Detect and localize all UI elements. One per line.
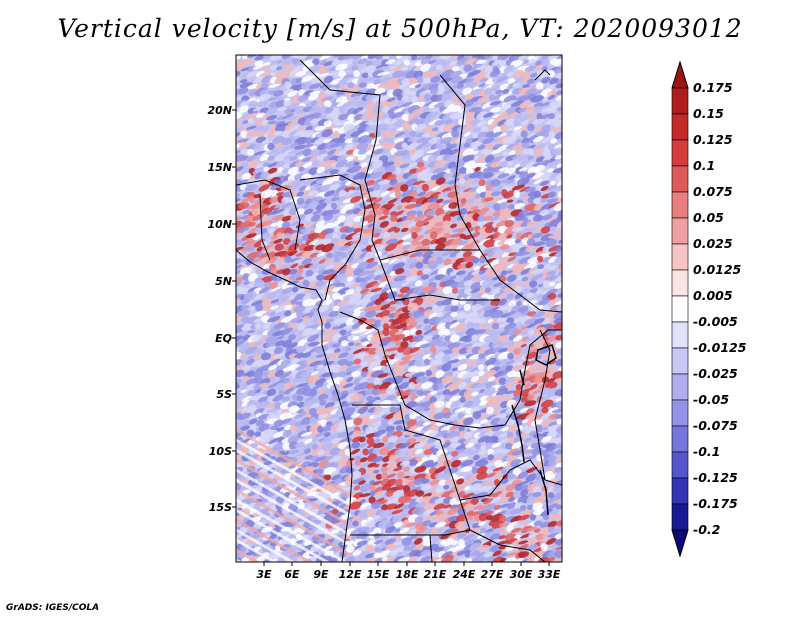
border-car	[379, 249, 500, 301]
colorbar-label: 0.125	[693, 132, 733, 147]
lat-label-20n: 20N	[207, 104, 232, 117]
colorbar-label: -0.05	[693, 392, 730, 407]
colorbar-segment	[671, 191, 689, 219]
lat-label-10n: 10N	[207, 218, 232, 231]
border-north	[299, 59, 405, 301]
lat-label-10s: 10S	[208, 445, 232, 458]
axis-ticks	[232, 109, 550, 566]
colorbar-label: -0.0125	[693, 340, 747, 355]
lake-malawi	[539, 469, 549, 516]
lat-label-15s: 15S	[208, 501, 232, 514]
lake-victoria	[535, 344, 557, 366]
colorbar-segment	[671, 373, 689, 401]
colorbar-label: -0.2	[693, 522, 721, 537]
colorbar-segment	[671, 503, 689, 531]
colorbar	[671, 60, 689, 558]
colorbar-segment	[671, 425, 689, 453]
colorbar-segment	[671, 477, 689, 505]
colorbar-segment	[671, 165, 689, 193]
velocity-field	[236, 55, 562, 562]
lon-label-30e: 30E	[509, 568, 533, 581]
colorbar-segment	[671, 321, 689, 349]
colorbar-segment	[671, 295, 689, 323]
border-angola	[350, 404, 471, 536]
colorbar-label: 0.15	[693, 106, 724, 121]
colorbar-segment	[671, 243, 689, 271]
colorbar-label: 0.0125	[693, 262, 742, 277]
lon-label-9e: 9E	[313, 568, 329, 581]
lon-label-6e: 6E	[284, 568, 300, 581]
lon-label-12e: 12E	[338, 568, 362, 581]
colorbar-label: 0.1	[693, 158, 716, 173]
lake-kivu	[519, 369, 525, 386]
lon-label-18e: 18E	[395, 568, 419, 581]
lat-label-5s: 5S	[216, 388, 232, 401]
lon-label-3e: 3E	[256, 568, 272, 581]
lon-label-33e: 33E	[537, 568, 561, 581]
colorbar-label: 0.005	[693, 288, 733, 303]
colorbar-label: 0.025	[693, 236, 733, 251]
map-frame	[235, 54, 563, 563]
lat-label-15n: 15N	[207, 161, 232, 174]
colorbar-label: 0.175	[693, 80, 733, 95]
lake-tanganyika	[511, 404, 525, 463]
grads-credit: GrADS: IGES/COLA	[6, 603, 100, 613]
border-zambia	[459, 459, 562, 501]
border-south	[429, 529, 546, 562]
colorbar-label: -0.075	[693, 418, 738, 433]
lon-label-24e: 24E	[452, 568, 476, 581]
colorbar-label: -0.025	[693, 366, 738, 381]
colorbar-top-arrow	[671, 60, 689, 89]
colorbar-segment	[671, 347, 689, 375]
colorbar-segment	[671, 113, 689, 141]
colorbar-label: 0.075	[693, 184, 733, 199]
map-title: Vertical velocity [m/s] at 500hPa, VT: 2…	[57, 14, 743, 43]
colorbar-segment	[671, 87, 689, 115]
lakes	[511, 344, 557, 516]
border-west-africa	[236, 179, 301, 261]
lat-label-eq: EQ	[215, 332, 232, 345]
colorbar-bottom-arrow	[671, 529, 689, 558]
border-central	[299, 174, 366, 301]
lon-label-27e: 27E	[480, 568, 504, 581]
colorbar-segment	[671, 269, 689, 297]
colorbar-label: -0.175	[693, 496, 738, 511]
colorbar-label: -0.1	[693, 444, 721, 459]
lat-label-5n: 5N	[215, 275, 232, 288]
lon-label-15e: 15E	[366, 568, 390, 581]
colorbar-label: 0.05	[693, 210, 724, 225]
colorbar-segment	[671, 451, 689, 479]
country-borders	[236, 59, 562, 562]
coastline	[236, 249, 353, 562]
colorbar-segment	[671, 399, 689, 427]
colorbar-segment	[671, 139, 689, 167]
colorbar-label: -0.005	[693, 314, 738, 329]
colorbar-label: -0.125	[693, 470, 738, 485]
border-congo	[339, 311, 562, 429]
lon-label-21e: 21E	[423, 568, 447, 581]
colorbar-segment	[671, 217, 689, 245]
border-east-upper	[439, 74, 562, 313]
